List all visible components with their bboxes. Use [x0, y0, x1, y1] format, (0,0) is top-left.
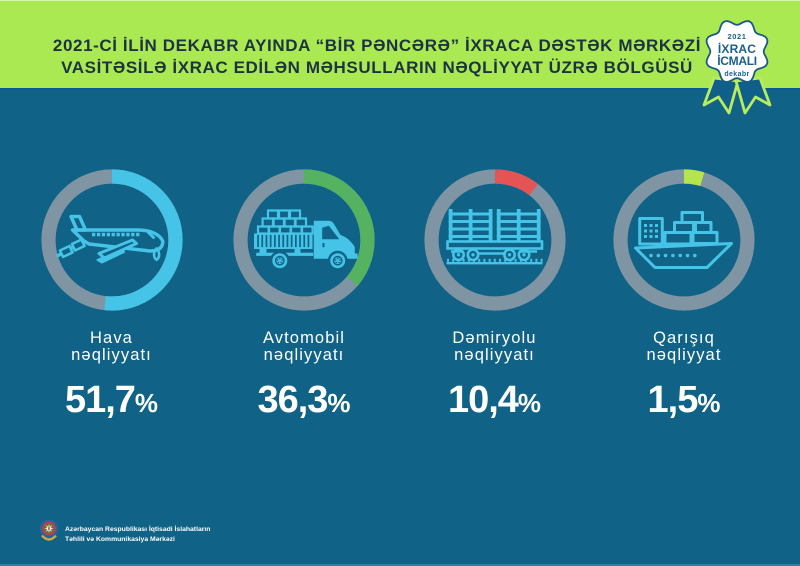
svg-text:dekabr: dekabr [724, 71, 749, 78]
svg-text:İXRAC: İXRAC [718, 41, 756, 56]
svg-text:2021: 2021 [727, 32, 746, 41]
svg-text:İCMALI: İCMALI [717, 53, 757, 68]
